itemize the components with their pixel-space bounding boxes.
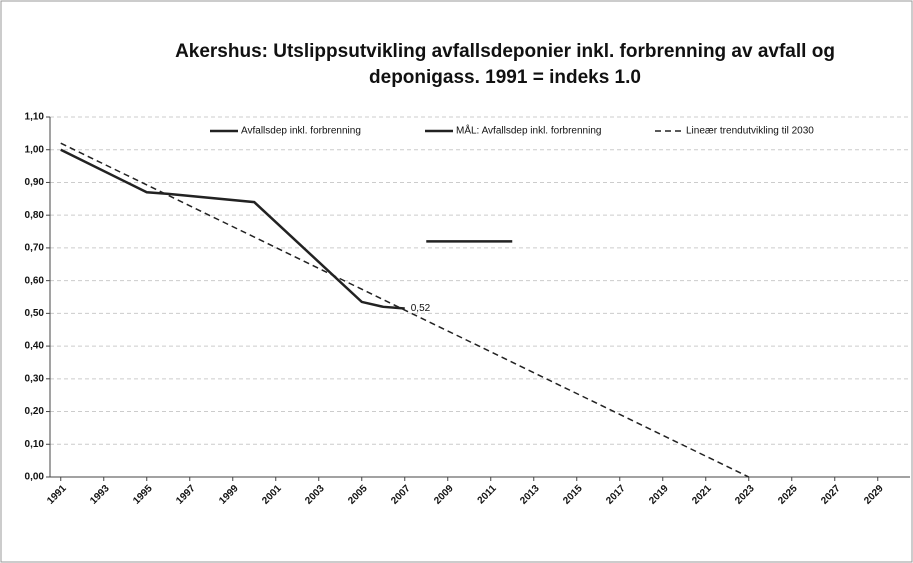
series-line	[60, 148, 405, 310]
series-line	[60, 142, 750, 478]
legend-label: MÅL: Avfallsdep inkl. forbrenning	[456, 124, 601, 137]
y-tick-label: 0,90	[25, 177, 45, 188]
y-tick-label: 0,70	[25, 243, 45, 254]
y-tick-label: 0,00	[25, 472, 45, 483]
y-tick-label: 0,60	[25, 275, 45, 286]
y-tick-label: 0,80	[25, 210, 45, 221]
y-tick-label: 0,40	[25, 341, 45, 352]
chart-title: deponigass. 1991 = indeks 1.0	[369, 67, 641, 88]
y-tick-label: 0,10	[25, 439, 45, 450]
y-tick-label: 1,10	[25, 112, 45, 123]
y-tick-label: 0,20	[25, 406, 45, 417]
y-tick-label: 1,00	[25, 144, 45, 155]
y-tick-label: 0,30	[25, 373, 45, 384]
chart-title: Akershus: Utslippsutvikling avfallsdepon…	[175, 41, 835, 62]
legend-label: Lineær trendutvikling til 2030	[686, 126, 814, 137]
y-tick-label: 0,50	[25, 308, 45, 319]
legend-label: Avfallsdep inkl. forbrenning	[241, 126, 361, 137]
data-label: 0,52	[411, 303, 431, 314]
